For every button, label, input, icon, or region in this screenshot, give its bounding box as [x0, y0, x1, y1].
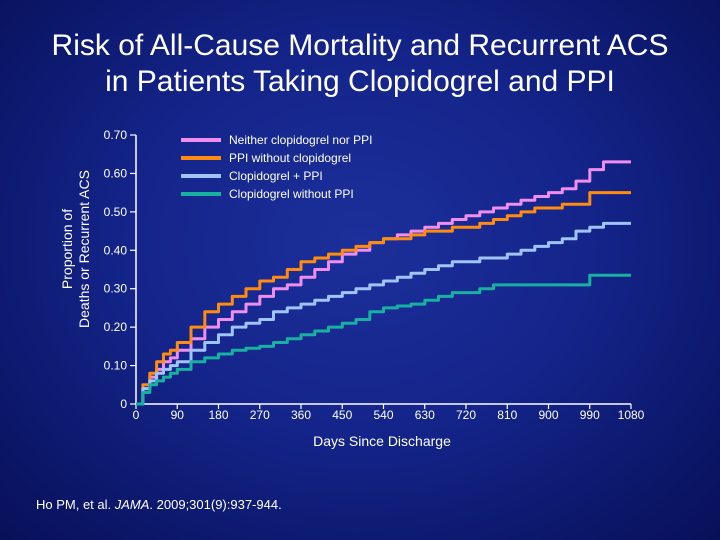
x-tick-label: 450 — [332, 408, 352, 422]
chart-legend: Neither clopidogrel nor PPI PPI without c… — [181, 133, 372, 201]
series-line-2 — [136, 191, 631, 406]
x-tick-label: 180 — [208, 408, 228, 422]
x-tick-label: 630 — [415, 408, 435, 422]
y-tick-label: 0.50 — [104, 205, 128, 219]
x-tick-label: 990 — [580, 408, 600, 422]
legend-label-3: Clopidogrel + PPI — [229, 169, 323, 183]
y-tick-label: 0.70 — [104, 128, 128, 142]
chart-series — [136, 160, 631, 406]
x-tick-label: 540 — [373, 408, 393, 422]
y-tick-label: 0 — [120, 397, 127, 411]
x-tick-label: 90 — [171, 408, 185, 422]
citation-details: . 2009;301(9):937-944. — [149, 497, 282, 512]
x-tick-label: 810 — [497, 408, 517, 422]
y-tick-label: 0.10 — [104, 359, 128, 373]
x-axis-label: Days Since Discharge — [313, 433, 451, 449]
y-tick-label: 0.20 — [104, 320, 128, 334]
x-tick-label: 720 — [456, 408, 476, 422]
x-tick-label: 360 — [291, 408, 311, 422]
legend-label-1: Neither clopidogrel nor PPI — [229, 133, 372, 147]
x-tick-label: 270 — [250, 408, 270, 422]
chart-axes: 0 0.10 0.20 0.30 0.40 0.50 0.60 0.70 0 90 180 270 36… — [104, 128, 645, 422]
legend-label-2: PPI without clopidogrel — [229, 151, 351, 165]
citation: Ho PM, et al. JAMA. 2009;301(9):937-944. — [36, 497, 282, 512]
y-tick-label: 0.60 — [104, 166, 128, 180]
y-axis-label-line-2: Deaths or Recurrent ACS — [76, 170, 92, 328]
citation-authors: Ho PM, et al. — [36, 497, 115, 512]
slide-title-line-1: Risk of All-Cause Mortality and Recurren… — [51, 29, 669, 62]
series-line-4 — [136, 273, 631, 406]
x-tick-label: 900 — [538, 408, 558, 422]
y-tick-label: 0.40 — [104, 243, 128, 257]
y-tick-label: 0.30 — [104, 282, 128, 296]
x-tick-label: 1080 — [618, 408, 645, 422]
y-axis-label-line-1: Proportion of — [59, 209, 75, 289]
citation-journal: JAMA — [114, 497, 150, 512]
slide-title-line-2: in Patients Taking Clopidogrel and PPI — [105, 65, 615, 98]
series-line-3 — [136, 221, 631, 406]
slide-title: Risk of All-Cause Mortality and Recurren… — [0, 28, 720, 100]
x-tick-label: 0 — [133, 408, 140, 422]
legend-label-4: Clopidogrel without PPI — [229, 187, 354, 201]
